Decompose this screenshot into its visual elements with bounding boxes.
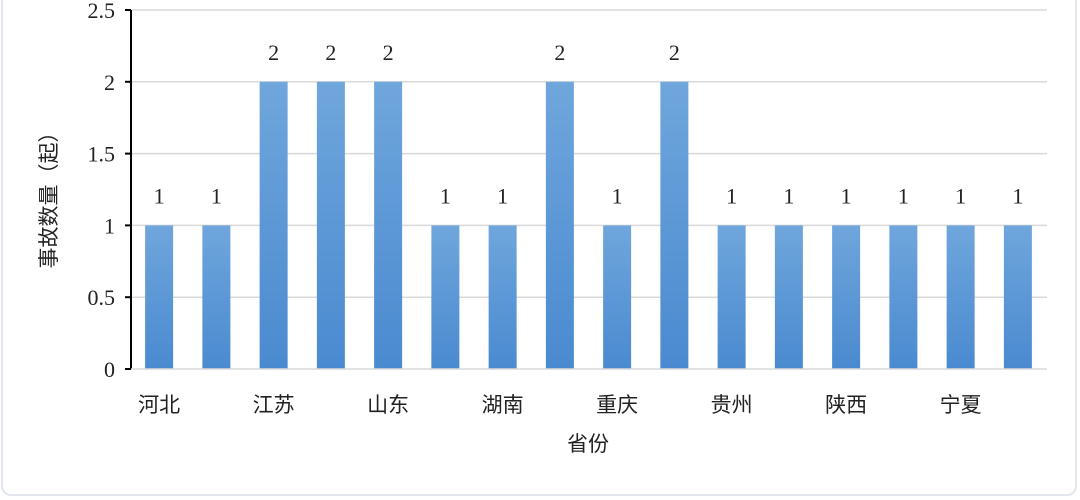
x-tick-label: 陕西 — [825, 393, 867, 417]
data-label: 1 — [841, 183, 852, 208]
bar — [832, 225, 861, 369]
bar — [488, 225, 517, 369]
x-axis-label: 省份 — [567, 432, 609, 456]
y-tick-label: 2 — [104, 70, 115, 95]
data-label: 2 — [268, 40, 279, 65]
data-label: 2 — [383, 40, 394, 65]
data-label: 1 — [1012, 183, 1023, 208]
data-label: 1 — [211, 183, 222, 208]
y-tick-label: 0 — [104, 357, 115, 382]
data-label: 1 — [497, 183, 508, 208]
x-tick-label: 江苏 — [253, 393, 295, 417]
bar — [946, 225, 975, 369]
bar — [603, 225, 632, 369]
y-tick-label: 1 — [104, 213, 115, 238]
x-tick-label: 贵州 — [711, 393, 753, 417]
bar — [259, 81, 288, 370]
data-label: 1 — [898, 183, 909, 208]
bar — [316, 81, 345, 370]
bar — [1003, 225, 1032, 369]
bar — [774, 225, 803, 369]
x-tick-label: 湖南 — [482, 393, 524, 417]
y-tick-label: 1.5 — [88, 142, 116, 167]
x-tick-label: 重庆 — [596, 393, 638, 417]
y-tick-label: 2.5 — [88, 0, 116, 23]
bar — [145, 225, 174, 369]
y-axis-label: 事故数量（起） — [37, 122, 61, 269]
x-tick-label: 宁夏 — [940, 393, 982, 417]
bar — [202, 225, 231, 369]
bar — [717, 225, 746, 369]
bar — [374, 81, 403, 370]
data-label: 1 — [440, 183, 451, 208]
x-tick-label: 山东 — [367, 393, 409, 417]
x-tick-label: 河北 — [138, 393, 180, 417]
bar — [431, 225, 460, 369]
bar — [545, 81, 574, 370]
data-label: 1 — [783, 183, 794, 208]
bar — [660, 81, 689, 370]
y-tick-label: 0.5 — [88, 285, 116, 310]
data-label: 1 — [726, 183, 737, 208]
bar — [889, 225, 918, 369]
data-label: 2 — [325, 40, 336, 65]
data-label: 1 — [154, 183, 165, 208]
data-label: 2 — [669, 40, 680, 65]
data-label: 2 — [554, 40, 565, 65]
data-label: 1 — [955, 183, 966, 208]
data-label: 1 — [612, 183, 623, 208]
